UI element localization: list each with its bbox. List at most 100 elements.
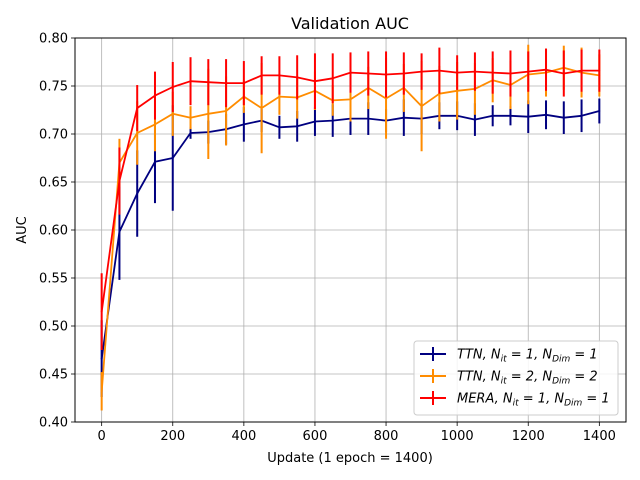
data-point [491, 71, 494, 74]
data-point [100, 310, 103, 313]
data-point [349, 98, 352, 101]
y-tick-label: 0.80 [39, 32, 68, 47]
legend-entry: TTN, Nit = 2, NDim = 2 [420, 369, 598, 387]
data-point [136, 192, 139, 195]
legend-label-part: Dim [552, 377, 570, 387]
legend-entry: TTN, Nit = 1, NDim = 1 [420, 347, 598, 365]
data-point [242, 82, 245, 85]
data-point [314, 120, 316, 123]
data-point [562, 116, 565, 119]
legend-label-part: = 1 [570, 348, 597, 363]
x-tick-label: 1000 [441, 429, 474, 444]
data-point [118, 231, 121, 233]
legend-label: TTN, Nit = 1, NDim = 1 [457, 348, 598, 365]
data-point [278, 95, 281, 98]
data-point [136, 132, 139, 134]
legend-label-part: it [501, 377, 508, 387]
data-point [438, 69, 441, 72]
y-tick-label: 0.40 [39, 416, 68, 431]
data-point [154, 160, 156, 163]
data-point [349, 71, 352, 74]
legend-label-part: MERA [457, 392, 495, 407]
data-point [598, 69, 601, 72]
data-point [385, 97, 387, 100]
data-point [171, 86, 174, 88]
y-axis-label: AUC [15, 216, 30, 244]
data-point [509, 114, 512, 117]
x-tick-label: 400 [231, 429, 256, 444]
data-point [189, 132, 192, 134]
data-point [278, 74, 281, 77]
x-tick-label: 0 [98, 429, 106, 444]
data-point [527, 70, 530, 73]
data-point [456, 71, 459, 74]
data-point [100, 390, 103, 393]
y-tick-label: 0.55 [39, 272, 68, 287]
legend-label-part: = 2, N [507, 370, 553, 385]
data-point [225, 110, 227, 112]
data-point [420, 70, 423, 73]
y-tick-label: 0.60 [39, 224, 68, 239]
data-point [207, 81, 210, 84]
legend-label-part: = 1, N [507, 348, 553, 363]
series-3 [100, 47, 601, 350]
data-point [385, 73, 387, 76]
legend-label-part: = 1, N [519, 392, 565, 407]
data-point [189, 80, 192, 83]
data-point [314, 80, 316, 83]
legend-label-part: it [513, 399, 520, 409]
legend-box [413, 340, 619, 416]
legend-label-part: TTN [457, 370, 483, 385]
x-tick-label: 1400 [583, 429, 616, 444]
legend-label-part: Dim [564, 399, 582, 409]
series-layer [100, 44, 601, 411]
data-point [278, 126, 281, 129]
legend-label-part: TTN [457, 348, 483, 363]
data-point [562, 72, 565, 75]
data-point [225, 82, 227, 85]
data-point [420, 105, 423, 108]
data-point [580, 69, 583, 72]
legend-label-part: it [501, 355, 508, 365]
legend-label-part: = 1 [582, 392, 609, 407]
data-point [509, 72, 512, 75]
data-point [118, 180, 121, 182]
data-point [171, 112, 174, 115]
data-point [598, 110, 601, 112]
legend-label-part: = 2 [570, 370, 597, 385]
y-tick-label: 0.50 [39, 320, 68, 335]
data-point [474, 118, 476, 121]
legend-label-part: Dim [552, 355, 570, 365]
data-point [100, 357, 103, 360]
data-point [367, 72, 370, 75]
data-point [260, 74, 263, 77]
legend-label: TTN, Nit = 2, NDim = 2 [457, 370, 598, 387]
data-point [331, 119, 334, 122]
x-ticks: 0 200 400 600 800 1000 1200 1400 [98, 422, 616, 444]
y-tick-label: 0.70 [39, 128, 68, 143]
data-point [260, 107, 263, 109]
x-tick-label: 200 [160, 429, 185, 444]
data-point [242, 123, 245, 126]
y-tick-label: 0.75 [39, 80, 68, 95]
data-point [154, 94, 156, 97]
data-point [171, 157, 174, 159]
chart-title: Validation AUC [291, 14, 409, 33]
data-point [545, 68, 547, 71]
data-point [154, 123, 156, 126]
data-point [580, 114, 583, 117]
x-axis-label: Update (1 epoch = 1400) [267, 451, 433, 466]
data-point [491, 114, 494, 117]
y-tick-label: 0.45 [39, 368, 68, 383]
data-point [136, 107, 139, 109]
legend-label-part: , N [483, 348, 501, 363]
data-point [331, 77, 334, 80]
data-point [207, 112, 210, 115]
data-point [545, 113, 547, 116]
y-ticks: 0.40 0.45 0.50 0.55 0.60 0.65 0.70 0.75 0.80 [39, 32, 75, 431]
x-tick-label: 800 [374, 429, 399, 444]
y-tick-label: 0.65 [39, 176, 68, 191]
data-point [402, 116, 405, 119]
